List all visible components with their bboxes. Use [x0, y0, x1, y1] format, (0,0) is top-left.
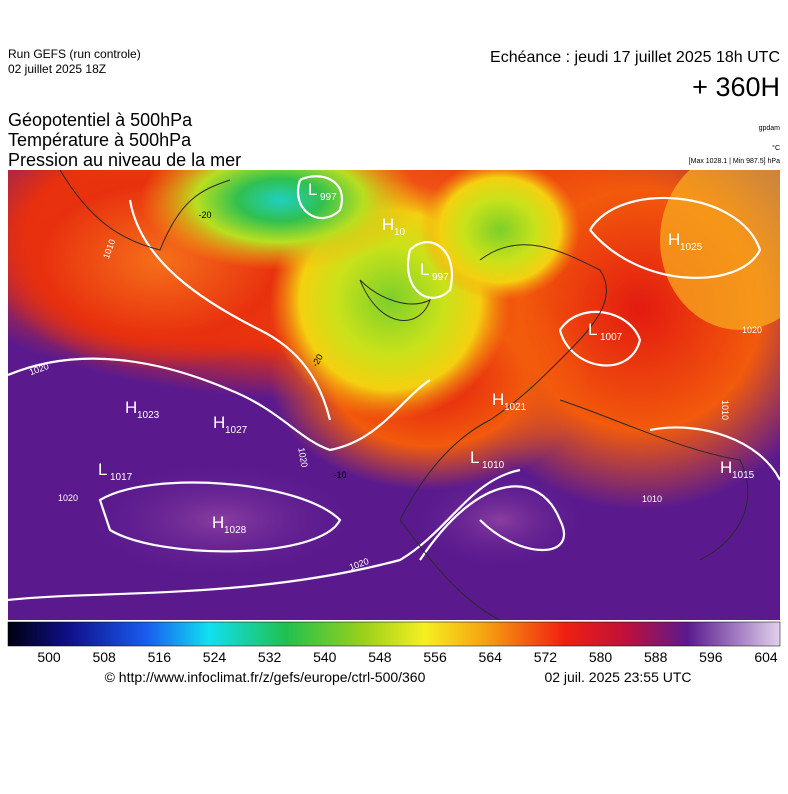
- pressure-center-value: 1010: [482, 460, 505, 471]
- contour-label: 1020: [296, 447, 309, 468]
- field-title: Pression au niveau de la mer: [8, 150, 241, 170]
- pressure-center-value: 1007: [600, 332, 623, 343]
- pressure-center-type: H: [125, 398, 137, 417]
- colorbar-ticks: 500 508 516 524 532 540 548 556 564 572 580 588 596 6…: [37, 649, 778, 665]
- contour-label: 1010: [642, 494, 662, 504]
- footer-url: © http://www.infoclimat.fr/z/gefs/europe…: [105, 669, 426, 685]
- field-title: Géopotentiel à 500hPa: [8, 110, 193, 130]
- colorbar-tick-label: 508: [92, 649, 116, 665]
- echeance: Echéance : jeudi 17 juillet 2025 18h UTC: [490, 49, 780, 66]
- footer-time: 02 juil. 2025 23:55 UTC: [544, 669, 691, 685]
- colorbar: [7, 621, 781, 647]
- pressure-center-type: H: [212, 513, 224, 532]
- colorbar-tick-label: 556: [423, 649, 447, 665]
- colorbar-tick-label: 540: [313, 649, 337, 665]
- colorbar-tick-label: 548: [368, 649, 392, 665]
- colorbar-tick-label: 532: [258, 649, 282, 665]
- map: [8, 170, 780, 620]
- pressure-center-type: L: [588, 320, 597, 339]
- pressure-center-type: H: [668, 230, 680, 249]
- colorbar-tick-label: 500: [37, 649, 61, 665]
- colorbar-tick-label: 604: [754, 649, 778, 665]
- colorbar-tick-label: 580: [589, 649, 613, 665]
- pressure-center-type: L: [470, 448, 479, 467]
- unit-label: °C: [772, 144, 780, 152]
- header: Run GEFS (run controle) 02 juillet 2025 …: [8, 47, 780, 170]
- pressure-center-type: H: [382, 215, 394, 234]
- unit-label: [Max 1028.1 | Min 987.5] hPa: [689, 158, 780, 165]
- colorbar-tick-label: 564: [479, 649, 503, 665]
- colorbar-tick-label: 524: [203, 649, 227, 665]
- colorbar-tick-label: 516: [148, 649, 172, 665]
- colorbar-tick-label: 572: [534, 649, 558, 665]
- pressure-center-value: 1017: [110, 472, 133, 483]
- contour-label: 1020: [58, 493, 78, 503]
- pressure-center-value: 1028: [224, 525, 247, 536]
- pressure-center-type: H: [213, 413, 225, 432]
- unit-label: gpdam: [759, 125, 781, 132]
- pressure-center-type: L: [420, 260, 429, 279]
- pressure-center-value: 997: [432, 272, 449, 283]
- pressure-center-type: H: [720, 458, 732, 477]
- field-title: Température à 500hPa: [8, 130, 192, 150]
- pressure-center-value: 997: [320, 192, 337, 203]
- run-label: Run GEFS (run controle): [8, 47, 141, 61]
- contour-label: 1010: [720, 400, 730, 420]
- pressure-center-value: 1027: [225, 425, 248, 436]
- pressure-center-value: 1023: [137, 410, 160, 421]
- pressure-center-value: 1025: [680, 242, 703, 253]
- pressure-center-value: 10: [394, 227, 406, 238]
- lead-time: + 360H: [692, 72, 780, 102]
- contour-label: 1020: [742, 325, 762, 335]
- pressure-center-value: 1021: [504, 402, 527, 413]
- contour-label: -10: [333, 470, 346, 480]
- contour-label: -20: [198, 210, 211, 220]
- colorbar-tick-label: 596: [699, 649, 723, 665]
- run-date: 02 juillet 2025 18Z: [8, 62, 106, 76]
- pressure-center-type: L: [308, 180, 317, 199]
- pressure-center-type: L: [98, 460, 107, 479]
- pressure-center-type: H: [492, 390, 504, 409]
- colorbar-tick-label: 588: [644, 649, 668, 665]
- pressure-center-value: 1015: [732, 470, 755, 481]
